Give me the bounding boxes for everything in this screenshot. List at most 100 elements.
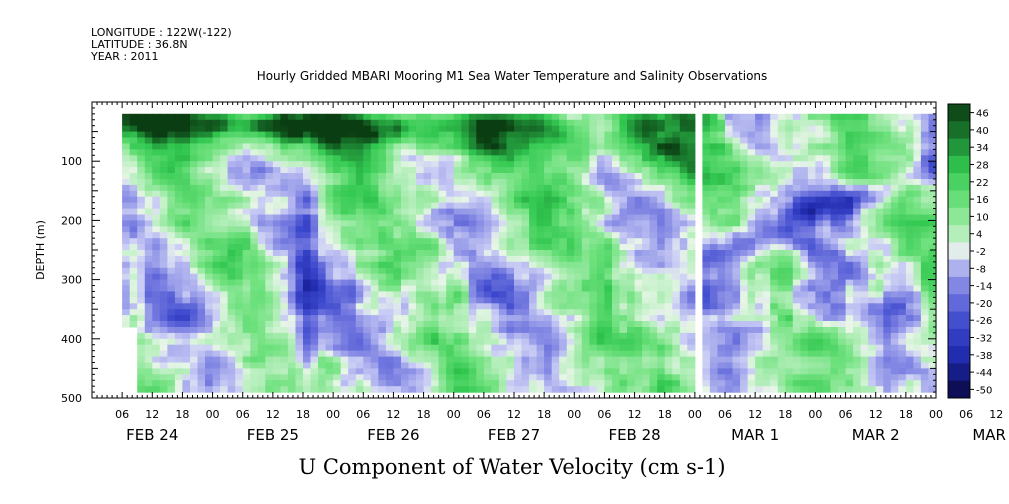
heatmap-cell [227,374,236,381]
heatmap-cell [401,167,410,174]
heatmap-cell [559,315,568,322]
heatmap-cell [920,220,929,227]
heatmap-cell [137,273,146,281]
heatmap-cell [137,226,146,233]
heatmap-cell [408,386,417,393]
heatmap-cell [446,350,455,358]
heatmap-cell [491,119,500,127]
heatmap-cell [197,250,206,257]
heatmap-cell [890,196,899,204]
heatmap-cell [762,226,771,233]
heatmap-cell [740,149,749,156]
heatmap-cell [551,332,560,340]
heatmap-cell [514,386,523,393]
heatmap-cell [468,285,477,292]
heatmap-cell [845,190,854,198]
heatmap-cell [792,350,801,358]
heatmap-cell [619,279,628,287]
heatmap-cell [159,220,168,227]
heatmap-cell [242,303,251,310]
heatmap-cell [257,155,266,162]
heatmap-cell [205,315,214,322]
heatmap-cell [642,196,651,204]
heatmap-cell [190,161,199,168]
heatmap-cell [762,137,771,144]
heatmap-cell [385,137,394,144]
heatmap-cell [815,155,824,162]
heatmap-cell [506,321,515,328]
heatmap-cell [792,344,801,352]
heatmap-cell [385,255,394,263]
heatmap-cell [220,220,229,227]
heatmap-cell [363,279,372,287]
heatmap-cell [197,232,206,239]
heatmap-cell [845,261,854,269]
heatmap-cell [860,155,869,162]
heatmap-cell [144,226,153,233]
heatmap-cell [815,344,824,352]
heatmap-cell [559,285,568,292]
heatmap-cell [423,332,432,340]
heatmap-cell [506,362,515,369]
heatmap-cell [853,297,862,304]
heatmap-cell [596,250,605,257]
heatmap-cell [709,125,718,133]
heatmap-cell [514,208,523,216]
heatmap-cell [589,279,598,287]
heatmap-cell [483,214,492,221]
heatmap-cell [408,125,417,133]
heatmap-cell [740,161,749,168]
heatmap-cell [257,332,266,340]
heatmap-cell [476,380,485,387]
heatmap-cell [498,386,507,393]
heatmap-cell [280,332,289,340]
heatmap-cell [265,238,274,245]
heatmap-cell [152,113,161,121]
heatmap-cell [468,327,477,334]
heatmap-cell [129,119,138,127]
heatmap-cell [385,386,394,393]
heatmap-cell [385,356,394,364]
heatmap-cell [649,350,658,358]
heatmap-cell [265,143,274,150]
heatmap-cell [514,273,523,281]
heatmap-cell [370,137,379,144]
heatmap-cell [167,338,176,346]
heatmap-cell [898,113,907,121]
heatmap-cell [679,315,688,322]
heatmap-cell [514,226,523,233]
heatmap-cell [197,119,206,127]
heatmap-cell [152,386,161,393]
heatmap-cell [378,356,387,364]
heatmap-cell [461,374,470,381]
heatmap-cell [838,267,847,275]
heatmap-cell [709,362,718,369]
heatmap-cell [732,386,741,393]
heatmap-cell [514,255,523,263]
heatmap-cell [483,356,492,364]
heatmap-cell [627,362,636,369]
heatmap-cell [227,291,236,298]
heatmap-cell [303,386,312,393]
heatmap-cell [378,143,387,150]
heatmap-cell [257,125,266,133]
heatmap-cell [551,238,560,245]
heatmap-cell [408,214,417,221]
heatmap-cell [627,196,636,204]
heatmap-cell [257,380,266,387]
heatmap-cell [506,267,515,275]
heatmap-cell [355,285,364,292]
heatmap-cell [755,356,764,364]
heatmap-cell [318,344,327,352]
heatmap-cell [868,161,877,168]
heatmap-cell [747,267,756,275]
heatmap-cell [468,255,477,263]
heatmap-cell [536,356,545,364]
heatmap-cell [438,173,447,180]
heatmap-cell [657,332,666,340]
heatmap-cell [853,184,862,192]
heatmap-cell [725,303,734,310]
heatmap-cell [830,309,839,316]
heatmap-cell [596,327,605,334]
heatmap-cell [679,303,688,310]
